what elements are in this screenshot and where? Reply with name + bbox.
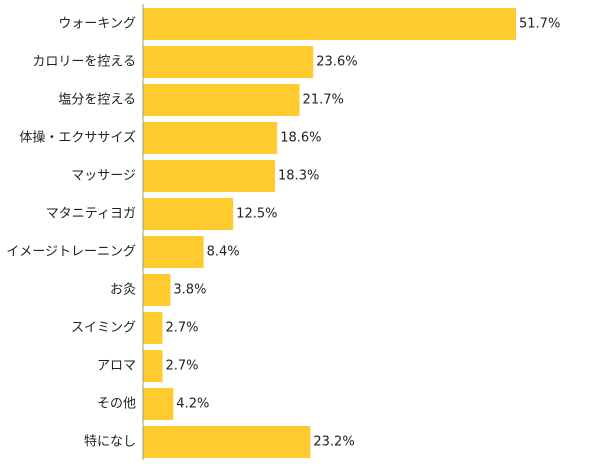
bar-12 <box>143 426 311 458</box>
value-label-11: 4.2% <box>176 397 209 412</box>
category-label-7: イメージトレーニング <box>6 245 136 260</box>
bar-10 <box>143 350 163 382</box>
value-label-1: 51.7% <box>519 17 560 32</box>
category-label-3: 塩分を控える <box>58 93 136 108</box>
category-label-6: マタニティヨガ <box>46 207 136 222</box>
category-label-10: アロマ <box>97 359 136 374</box>
bar-8 <box>143 274 171 306</box>
bar-3 <box>143 84 300 116</box>
value-label-7: 8.4% <box>207 245 240 260</box>
bars-group <box>143 8 516 458</box>
value-label-2: 23.6% <box>316 55 357 70</box>
value-label-8: 3.8% <box>173 283 206 298</box>
category-label-11: その他 <box>97 397 136 412</box>
bar-11 <box>143 388 174 420</box>
value-label-12: 23.2% <box>313 435 354 450</box>
category-label-1: ウォーキング <box>58 17 136 32</box>
value-label-5: 18.3% <box>278 169 319 184</box>
category-label-4: 体操・エクササイズ <box>19 130 136 146</box>
value-label-9: 2.7% <box>165 321 198 336</box>
bar-7 <box>143 236 204 268</box>
category-label-9: スイミング <box>71 321 136 336</box>
bar-2 <box>143 46 314 78</box>
bar-4 <box>143 122 278 154</box>
value-labels-group: 51.7% 23.6% 21.7% 18.6% 18.3% 12.5% 8.4% 3.8% 2.… <box>165 17 560 450</box>
bar-9 <box>143 312 163 344</box>
value-label-10: 2.7% <box>165 359 198 374</box>
category-labels-group: ウォーキングカロリーを控える塩分を控える体操・エクササイズマッサージマタニティヨ… <box>6 17 136 450</box>
bar-6 <box>143 198 234 230</box>
category-label-8: お灸 <box>110 283 136 298</box>
bar-1 <box>143 8 516 40</box>
value-label-3: 21.7% <box>303 93 344 108</box>
value-label-4: 18.6% <box>280 131 321 146</box>
bar-5 <box>143 160 276 192</box>
value-label-6: 12.5% <box>236 207 277 222</box>
category-label-2: カロリーを控える <box>32 55 136 70</box>
category-label-5: マッサージ <box>71 169 136 184</box>
category-label-12: 特になし <box>84 435 136 450</box>
